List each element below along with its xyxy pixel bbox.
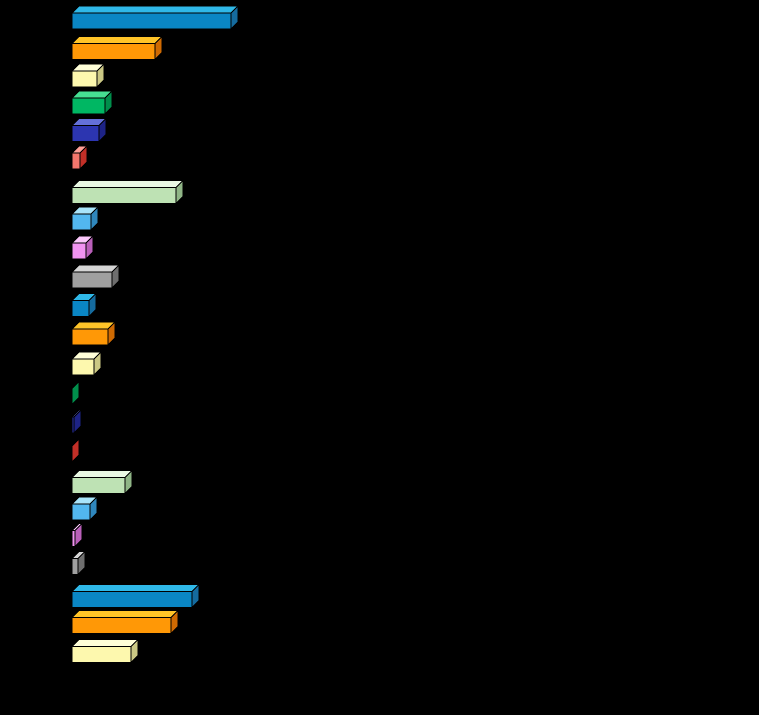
bar-13-pale-yellow xyxy=(70,350,103,377)
bar-top-face xyxy=(70,264,121,273)
bar-6-salmon-red xyxy=(70,144,89,171)
bar-front-face xyxy=(71,328,109,346)
bar-22-orange xyxy=(70,609,180,635)
bar-top-face xyxy=(70,610,180,618)
bar-front-face xyxy=(71,477,126,494)
bar-front-face xyxy=(71,617,172,634)
bar-front-face xyxy=(71,125,100,142)
bar-front-face xyxy=(71,12,232,30)
bar-front-face xyxy=(71,591,193,608)
bar-3-pale-yellow xyxy=(70,62,106,89)
bar-21-azure-blue xyxy=(70,583,201,609)
bar-front-face xyxy=(71,416,75,434)
bar-20-gray xyxy=(70,550,87,576)
bar-front-face xyxy=(71,530,76,547)
bar-16-salmon-red xyxy=(71,437,80,464)
bar-side-face xyxy=(71,380,80,406)
bar-front-face xyxy=(71,70,98,88)
bar-front-face xyxy=(71,242,87,260)
bar-front-face xyxy=(71,152,81,170)
bar-7-pale-green xyxy=(70,179,185,205)
bar-side-face xyxy=(71,437,80,464)
bar-front-face xyxy=(71,213,92,231)
bar-front-face xyxy=(71,646,132,663)
bar-19-orchid xyxy=(70,522,84,548)
bar-18-sky-blue xyxy=(70,495,99,522)
bar-1-azure-blue xyxy=(70,4,240,31)
bar-front-face xyxy=(71,187,177,204)
bar-14-green xyxy=(71,380,80,406)
bar-front-face xyxy=(71,97,106,115)
bar-front-face xyxy=(71,558,79,575)
bar-front-face xyxy=(71,271,113,289)
bar-top-face xyxy=(70,5,240,14)
bar-8-sky-blue xyxy=(70,205,100,232)
bar-front-face xyxy=(71,358,95,376)
bar-12-orange xyxy=(70,320,117,347)
bar-top-face xyxy=(70,180,185,188)
bar-17-pale-green xyxy=(70,469,134,495)
bar-9-orchid xyxy=(70,234,95,261)
bar-top-face xyxy=(70,584,201,592)
bar-2-orange xyxy=(70,35,164,61)
bar-5-navy-blue xyxy=(70,117,108,143)
bar-top-face xyxy=(70,639,140,647)
bar-4-green xyxy=(70,89,114,116)
bar-top-face xyxy=(70,36,164,44)
bar-front-face xyxy=(71,503,91,521)
bar-top-face xyxy=(70,470,134,478)
bar-front-face xyxy=(71,43,156,60)
bar-15-navy-blue xyxy=(70,408,83,435)
bar-11-azure-blue xyxy=(70,292,98,318)
bar-10-gray xyxy=(70,263,121,290)
bar-front-face xyxy=(71,300,90,317)
bar-23-pale-yellow xyxy=(70,638,140,664)
